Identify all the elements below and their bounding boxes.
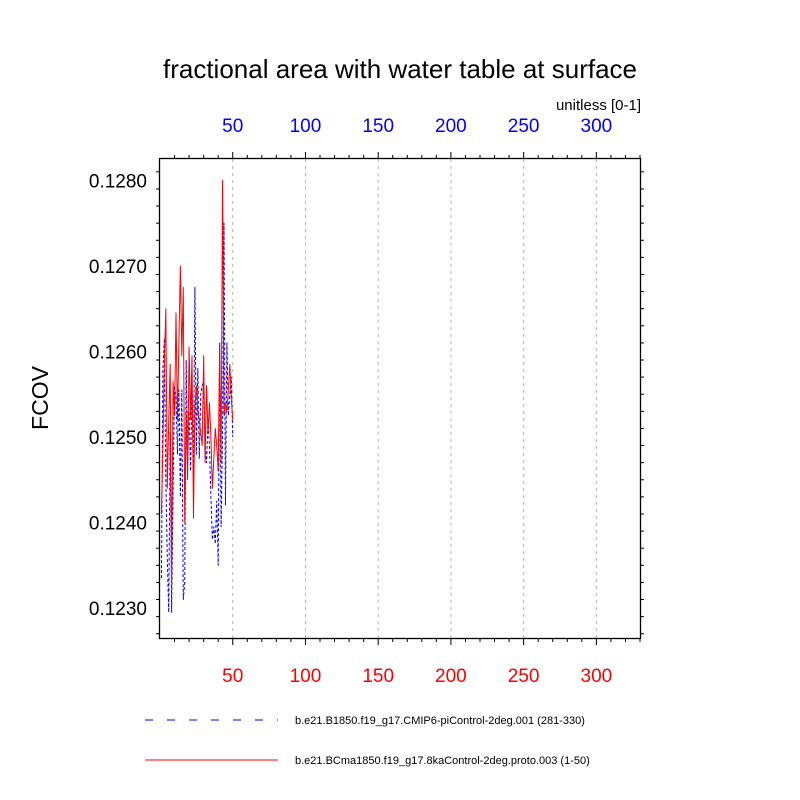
x-tick-label-bottom: 300 [581, 666, 613, 687]
x-tick-label-bottom: 50 [222, 666, 243, 687]
x-tick-label-bottom: 100 [290, 666, 322, 687]
y-tick-label: 0.1240 [89, 514, 147, 535]
plot-frame [158, 157, 642, 640]
y-tick-label: 0.1230 [89, 599, 147, 620]
x-tick-label-top: 50 [222, 116, 243, 137]
series-line-0 [160, 222, 234, 613]
grid-lines [232, 159, 597, 638]
units-label: unitless [0-1] [556, 97, 641, 114]
y-tick-label: 0.1280 [89, 171, 147, 192]
series-layer [160, 179, 234, 613]
x-tick-label-top: 250 [508, 116, 540, 137]
legend-label-1: b.e21.BCma1850.f19_g17.8kaControl-2deg.p… [295, 755, 590, 767]
legend: b.e21.B1850.f19_g17.CMIP6-piControl-2deg… [145, 715, 590, 767]
series-line-1 [160, 179, 234, 583]
x-tick-label-top: 300 [581, 116, 613, 137]
legend-label-0: b.e21.B1850.f19_g17.CMIP6-piControl-2deg… [295, 715, 585, 727]
y-tick-label: 0.1270 [89, 257, 147, 278]
chart-title: fractional area with water table at surf… [163, 54, 637, 84]
y-tick-label: 0.1250 [89, 428, 147, 449]
y-axis-label: FCOV [27, 365, 53, 430]
y-tick-label: 0.1260 [89, 342, 147, 363]
x-tick-label-top: 150 [362, 116, 394, 137]
tick-labels: 0.1230 0.1240 0.1250 0.1260 0.1270 0.1280 50 50… [89, 116, 612, 687]
x-tick-label-top: 200 [435, 116, 467, 137]
x-tick-label-bottom: 250 [508, 666, 540, 687]
x-tick-label-bottom: 150 [362, 666, 394, 687]
x-tick-label-bottom: 200 [435, 666, 467, 687]
x-tick-label-top: 100 [290, 116, 322, 137]
